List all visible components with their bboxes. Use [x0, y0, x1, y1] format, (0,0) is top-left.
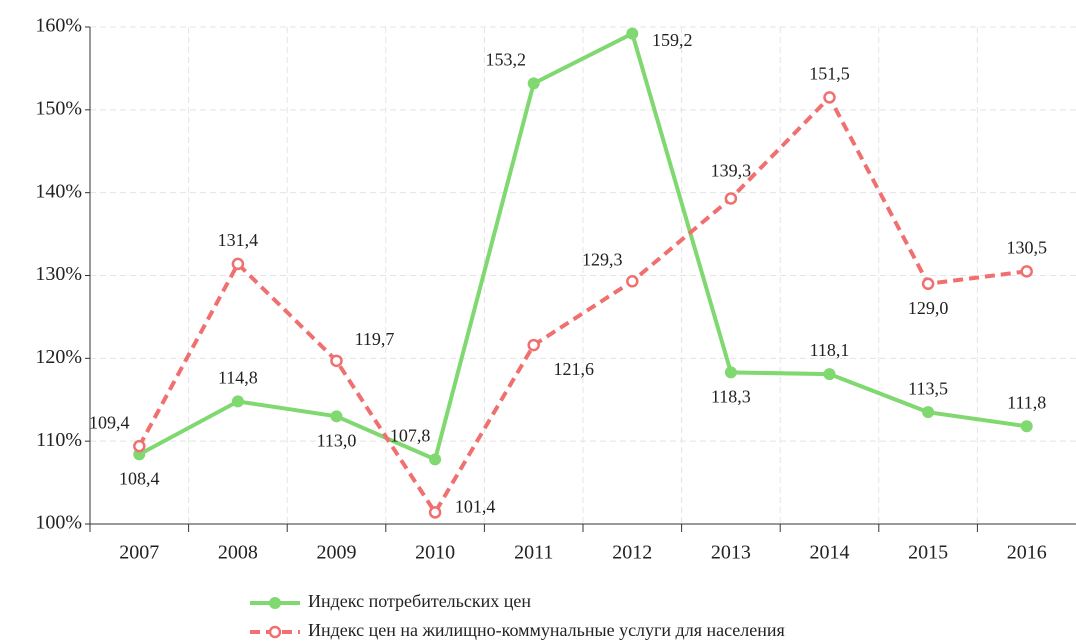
y-tick-label: 140% — [35, 180, 82, 202]
data-label: 129,0 — [908, 298, 949, 318]
legend-label: Индекс цен на жилищно-коммунальные услуг… — [308, 620, 785, 640]
data-label: 101,4 — [455, 497, 496, 517]
point — [823, 368, 836, 381]
point — [428, 506, 442, 519]
data-label: 119,7 — [355, 329, 395, 349]
data-label: 118,3 — [711, 387, 751, 407]
x-tick-label: 2009 — [317, 542, 357, 564]
point — [626, 27, 639, 40]
data-label: 113,5 — [908, 378, 948, 398]
data-label: 131,4 — [218, 230, 259, 250]
legend-marker — [268, 625, 282, 639]
point — [429, 453, 442, 466]
y-tick-label: 110% — [36, 429, 82, 451]
y-tick-label: 100% — [35, 512, 82, 534]
point — [330, 354, 343, 368]
y-tick-label: 160% — [35, 15, 82, 37]
data-label: 113,0 — [317, 430, 357, 450]
data-label: 118,1 — [810, 340, 850, 360]
point — [231, 395, 244, 408]
data-label: 151,5 — [809, 64, 850, 84]
point — [231, 257, 245, 271]
data-label: 121,6 — [553, 359, 594, 379]
point — [527, 77, 540, 90]
data-label: 107,8 — [390, 426, 431, 446]
data-label: 153,2 — [485, 49, 526, 69]
point — [1020, 420, 1033, 433]
data-label: 139,3 — [711, 161, 752, 181]
data-label: 129,3 — [582, 249, 623, 269]
x-tick-label: 2015 — [908, 542, 948, 564]
y-tick-label: 120% — [35, 346, 82, 368]
series-line — [138, 30, 1027, 463]
legend-marker — [269, 597, 281, 609]
x-tick-label: 2014 — [810, 542, 850, 564]
data-label: 159,2 — [652, 30, 693, 50]
x-tick-label: 2013 — [711, 542, 751, 564]
point — [921, 277, 935, 291]
series-line — [137, 94, 1027, 517]
y-tick-label: 130% — [35, 263, 82, 285]
x-tick-label: 2011 — [514, 542, 553, 564]
data-label: 109,4 — [89, 412, 130, 432]
data-label: 108,4 — [119, 469, 160, 489]
y-tick-label: 150% — [35, 97, 82, 119]
data-label: 114,8 — [218, 368, 258, 388]
data-label: 111,8 — [1007, 392, 1046, 412]
point — [1020, 265, 1033, 278]
x-tick-label: 2012 — [612, 542, 652, 564]
point — [330, 410, 343, 423]
point — [823, 91, 836, 104]
point — [922, 406, 935, 419]
point — [724, 192, 738, 205]
x-tick-label: 2008 — [218, 542, 258, 564]
x-tick-label: 2016 — [1007, 542, 1047, 564]
point — [527, 338, 540, 352]
point — [724, 366, 737, 379]
point — [626, 275, 639, 288]
data-label: 130,5 — [1006, 237, 1047, 257]
x-tick-label: 2010 — [415, 542, 455, 564]
x-tick-label: 2007 — [119, 542, 159, 564]
legend-label: Индекс потребительских цен — [308, 591, 531, 611]
point — [133, 439, 146, 453]
